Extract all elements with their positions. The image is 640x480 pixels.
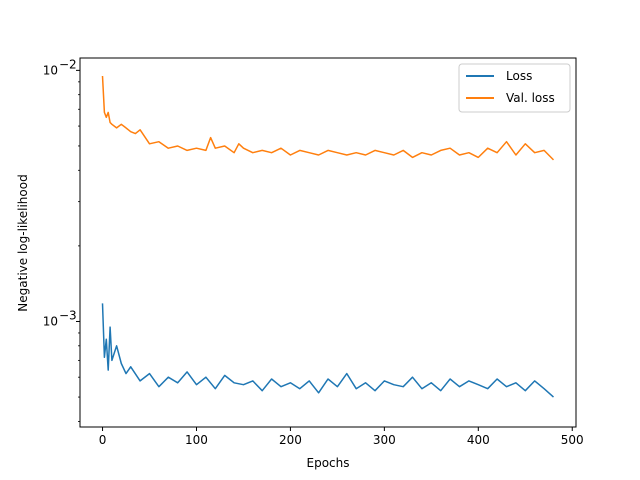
- y-tick-label: 10: [43, 314, 58, 328]
- legend: Loss Val. loss: [458, 63, 571, 113]
- x-tick-label: 0: [99, 433, 107, 447]
- plot-frame: [79, 57, 577, 428]
- x-axis-label: Epochs: [307, 456, 350, 470]
- x-tick-label: 100: [185, 433, 208, 447]
- series-line-val-loss: [101, 75, 555, 161]
- x-tick-label: 300: [373, 433, 396, 447]
- x-tick-label: 200: [279, 433, 302, 447]
- legend-label-val-loss: Val. loss: [506, 91, 555, 105]
- x-tick-label: 500: [561, 433, 584, 447]
- plot-series: [101, 75, 555, 398]
- series-line-loss: [101, 303, 554, 398]
- y-tick-exponent: −2: [59, 57, 77, 71]
- y-axis-ticks: 10−310−2: [43, 57, 80, 422]
- y-tick-label: 10: [43, 63, 58, 77]
- x-tick-label: 400: [467, 433, 490, 447]
- y-tick-exponent: −3: [59, 308, 77, 322]
- y-axis-label: Negative log-likelihood: [16, 174, 30, 311]
- legend-label-loss: Loss: [506, 69, 532, 83]
- x-axis-ticks: 0 100 200 300 400 500: [99, 427, 584, 447]
